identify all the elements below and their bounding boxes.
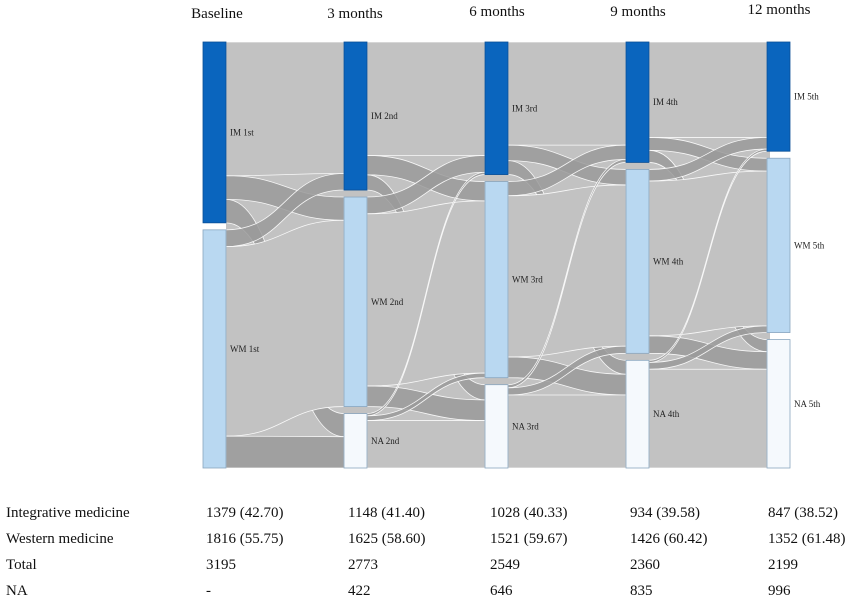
- flows-layer: [225, 41, 768, 469]
- table-cell: 1028 (40.33): [490, 504, 568, 521]
- node-label: WM 4th: [653, 256, 684, 266]
- flow-wm-to-wm: [225, 219, 345, 437]
- table-cell: -: [206, 582, 211, 599]
- table-cell: 835: [630, 582, 653, 599]
- table-cell: 2360: [630, 556, 660, 573]
- node-label: IM 1st: [230, 127, 254, 137]
- flow-im-to-im: [366, 41, 486, 156]
- node-na: [484, 384, 509, 469]
- node-label: NA 4th: [653, 409, 680, 419]
- node-im: [202, 41, 227, 224]
- node-na: [625, 359, 650, 469]
- node-wm: [766, 157, 791, 333]
- column-title: 3 months: [327, 6, 383, 22]
- node-label: IM 5th: [794, 92, 819, 102]
- table-cell: 3195: [206, 556, 236, 573]
- table-row: Western medicine 1816 (55.75) 1625 (58.6…: [0, 526, 865, 552]
- table-cell: 646: [490, 582, 513, 599]
- row-label: Total: [6, 556, 37, 573]
- node-label: IM 4th: [653, 97, 678, 107]
- node-na: [343, 413, 368, 469]
- table-cell: 1352 (61.48): [768, 530, 846, 547]
- node-label: NA 2nd: [371, 436, 400, 446]
- node-na: [766, 339, 791, 469]
- node-label: WM 5th: [794, 240, 825, 250]
- column-title: 9 months: [610, 4, 666, 20]
- row-label: Integrative medicine: [6, 504, 130, 521]
- table-cell: 847 (38.52): [768, 504, 838, 521]
- node-im: [343, 41, 368, 191]
- table-cell: 1816 (55.75): [206, 530, 284, 547]
- sankey-chart: IM 1st WM 1st IM 2nd WM 2nd NA 2nd IM 3rd WM 3…: [191, 2, 825, 469]
- nodes-layer: IM 1st WM 1st IM 2nd WM 2nd NA 2nd IM 3rd WM 3…: [202, 41, 825, 469]
- node-im: [766, 41, 791, 152]
- table-cell: 1426 (60.42): [630, 530, 708, 547]
- node-label: IM 2nd: [371, 111, 398, 121]
- node-wm: [625, 169, 650, 354]
- node-label: WM 2nd: [371, 297, 404, 307]
- table-row: NA - 422 646 835 996: [0, 578, 865, 604]
- node-im: [625, 41, 650, 163]
- node-label: NA 3rd: [512, 421, 539, 431]
- node-label: WM 3rd: [512, 275, 543, 285]
- table-row: Total 3195 2773 2549 2360 2199: [0, 552, 865, 578]
- table-cell: 996: [768, 582, 791, 599]
- row-label: Western medicine: [6, 530, 114, 547]
- table-cell: 1379 (42.70): [206, 504, 284, 521]
- table-cell: 1625 (58.60): [348, 530, 426, 547]
- node-wm: [484, 181, 509, 379]
- node-label: WM 1st: [230, 344, 260, 354]
- table-row: Integrative medicine 1379 (42.70) 1148 (…: [0, 500, 865, 526]
- column-title: 6 months: [469, 4, 525, 20]
- flow-im-to-im: [648, 41, 768, 138]
- table-cell: 2549: [490, 556, 520, 573]
- table-cell: 934 (39.58): [630, 504, 700, 521]
- row-label: NA: [6, 582, 28, 599]
- table-cell: 422: [348, 582, 371, 599]
- table-cell: 2199: [768, 556, 798, 573]
- table-cell: 1521 (59.67): [490, 530, 568, 547]
- node-wm: [202, 229, 227, 469]
- node-label: IM 3rd: [512, 103, 538, 113]
- column-title: 12 months: [748, 2, 811, 18]
- node-im: [484, 41, 509, 175]
- table-cell: 1148 (41.40): [348, 504, 425, 521]
- column-title: Baseline: [191, 6, 243, 22]
- table-cell: 2773: [348, 556, 378, 573]
- column-titles: Baseline 3 months 6 months 9 months 12 m…: [191, 2, 810, 22]
- summary-table: Integrative medicine 1379 (42.70) 1148 (…: [0, 500, 865, 604]
- flow-na-to-na: [507, 394, 627, 469]
- flow-wm-to-na: [225, 435, 345, 469]
- flow-im-to-im: [225, 41, 345, 177]
- node-label: NA 5th: [794, 399, 821, 409]
- node-wm: [343, 196, 368, 407]
- flow-im-to-im: [507, 41, 627, 146]
